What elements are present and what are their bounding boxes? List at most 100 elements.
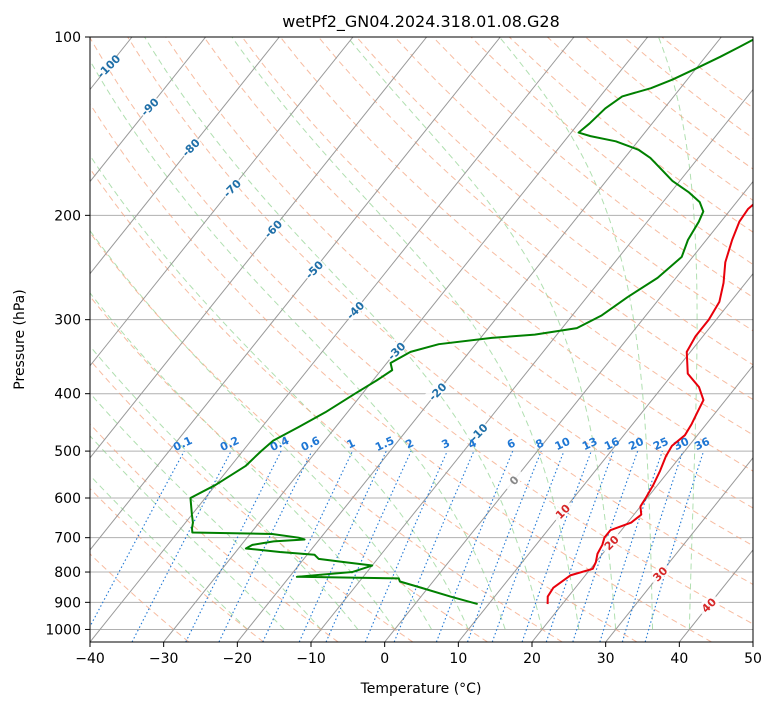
- dry-adiabat: [90, 553, 190, 642]
- moist-adiabat: [144, 37, 543, 630]
- isotherm-line: [90, 37, 207, 183]
- mixing-ratio-label: 16: [602, 435, 622, 453]
- x-tick-label: −20: [223, 651, 253, 667]
- dry-adiabat: [90, 37, 753, 625]
- x-axis-ticks: −40 −30 −20 −10 0 10 20 30 40 50: [75, 642, 762, 667]
- dry-adiabat: [90, 167, 638, 642]
- x-tick-label: 40: [670, 651, 688, 667]
- mixing-ratio-line: [545, 450, 614, 642]
- dry-adiabat: [90, 295, 488, 642]
- x-tick-label: 20: [523, 651, 541, 667]
- mixing-ratio-line: [521, 450, 592, 642]
- dry-adiabat: [394, 37, 753, 332]
- dry-adiabat: [318, 37, 753, 401]
- isotherm-label-bg: [137, 94, 162, 119]
- isotherm-label-bg: [342, 297, 367, 322]
- isotherm-line: [90, 37, 575, 642]
- y-tick-label: 100: [54, 30, 81, 46]
- isotherm-label-bg: [647, 561, 672, 586]
- moist-adiabat: [90, 229, 432, 630]
- x-tick-label: 50: [744, 651, 762, 667]
- dry-adiabat: [203, 37, 753, 509]
- x-tick-label: −10: [296, 651, 326, 667]
- mixing-ratio-label: 36: [692, 435, 712, 453]
- mixing-ratio-line: [466, 450, 542, 642]
- moist-adiabat: [90, 154, 469, 630]
- isotherm-line: [163, 37, 649, 642]
- isotherms: [90, 37, 753, 642]
- moist-adiabat: [90, 345, 359, 630]
- sounding-series: [189, 38, 753, 606]
- mixing-ratio-label: 25: [651, 435, 670, 453]
- isotherm-line: [457, 272, 753, 642]
- isotherm-label-bg: [178, 134, 203, 159]
- dewpoint-trace: [189, 38, 753, 606]
- mixing-ratio-line: [364, 450, 448, 642]
- dry-adiabat: [90, 231, 563, 642]
- mixing-ratio-label: 10: [553, 435, 573, 453]
- moist-adiabat: [90, 292, 396, 630]
- y-tick-label: 300: [54, 313, 81, 329]
- isotherm-label-bg: [598, 529, 623, 555]
- plot-frame: [89, 36, 754, 643]
- y-tick-label: 1000: [45, 622, 81, 638]
- mixing-ratio-line: [185, 450, 282, 642]
- mixing-ratio-label: 30: [672, 435, 692, 453]
- mixing-ratio-line: [644, 450, 705, 642]
- isotherm-line: [90, 37, 280, 275]
- isotherm-label-bg: [549, 498, 575, 523]
- y-tick-label: 700: [54, 531, 81, 547]
- dry-adiabat: [356, 37, 753, 366]
- mixing-ratio-line: [572, 450, 639, 642]
- y-tick-label: 900: [54, 595, 81, 611]
- x-tick-label: 0: [380, 651, 389, 667]
- isotherm-line: [310, 88, 753, 642]
- temperature-trace: [546, 203, 753, 605]
- moist-adiabat: [499, 37, 654, 630]
- isotherm-label-bg: [424, 378, 449, 404]
- mixing-ratio-line: [599, 450, 663, 642]
- x-tick-label: −40: [75, 651, 105, 667]
- isotherm-label-bg: [95, 53, 120, 78]
- isotherm-label-bg: [219, 175, 244, 200]
- dry-adiabat: [90, 102, 712, 642]
- moist-adiabat: [658, 37, 698, 630]
- x-axis-label: Temperature (°C): [360, 681, 482, 697]
- isotherm-label-bg: [301, 256, 326, 281]
- y-axis-label: Pressure (hPa): [12, 289, 28, 389]
- mixing-ratio-lines: [90, 450, 705, 642]
- isotherm-label-bg: [696, 592, 721, 617]
- x-tick-label: 10: [449, 651, 467, 667]
- y-tick-label: 800: [54, 565, 81, 581]
- y-tick-label: 200: [54, 208, 81, 224]
- dry-adiabat: [127, 37, 753, 585]
- mixing-ratio-label: 20: [627, 435, 647, 453]
- mixing-ratio-line: [393, 450, 475, 642]
- x-tick-label: −30: [149, 651, 179, 667]
- isotherm-line: [384, 180, 753, 642]
- dry-adiabat: [90, 423, 339, 642]
- mixing-ratio-line: [90, 450, 185, 628]
- mixing-ratio-line: [621, 450, 684, 642]
- isotherm-line: [90, 37, 501, 551]
- y-tick-label: 400: [54, 387, 81, 403]
- isotherm-label-bg: [465, 419, 491, 444]
- mixing-ratio-line: [491, 450, 565, 642]
- isotherm-label-bg: [501, 467, 526, 492]
- mixing-ratio-label: 13: [580, 435, 599, 453]
- chart-title: wetPf2_GN04.2024.318.01.08.G28: [282, 12, 560, 32]
- y-tick-label: 600: [54, 491, 81, 507]
- moist-adiabat: [347, 37, 617, 630]
- moist-adiabat: [90, 59, 506, 630]
- x-tick-label: 30: [597, 651, 615, 667]
- mixing-ratio-line: [435, 450, 514, 642]
- isotherm-line: [605, 457, 753, 642]
- y-axis-ticks: 100 200 300 400 500 600 700 800 900 1000: [45, 30, 90, 638]
- isotherm-label-group: 0: [501, 467, 526, 492]
- moist-adiabat: [231, 37, 580, 630]
- y-tick-label: 500: [54, 444, 81, 460]
- isotherm-label-bg: [260, 216, 285, 241]
- isotherm-line: [90, 37, 428, 459]
- isotherm-label-bg: [383, 338, 408, 363]
